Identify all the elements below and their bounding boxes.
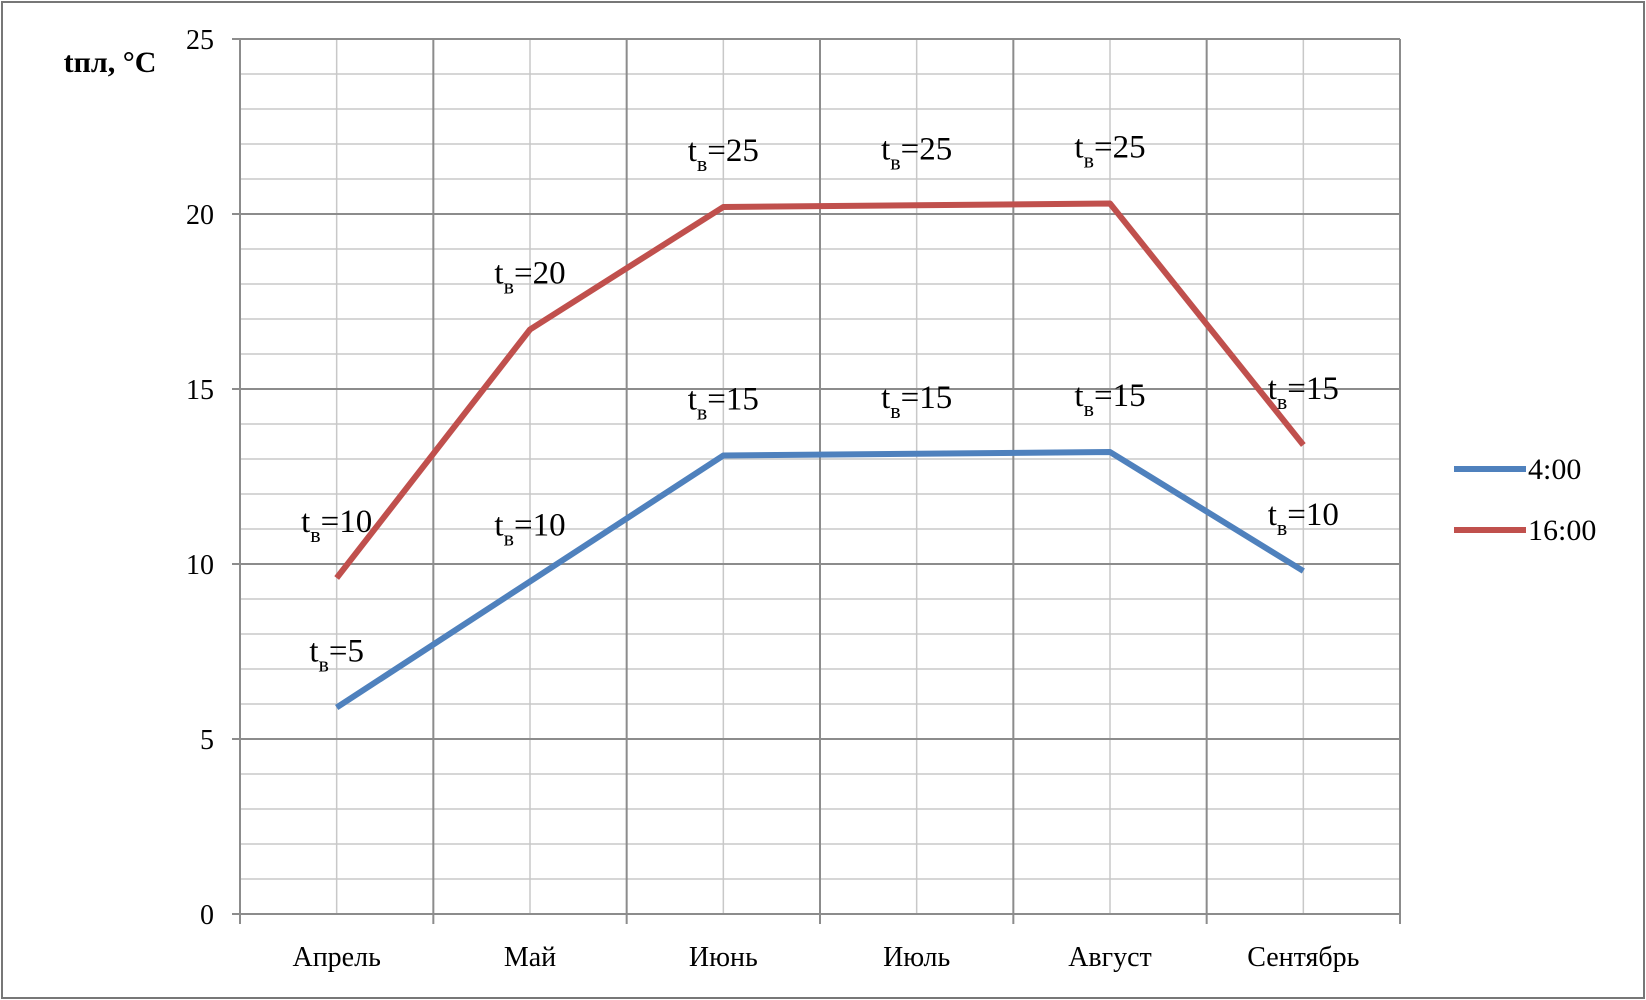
y-tick-label: 15 bbox=[186, 375, 214, 406]
legend-label: 4:00 bbox=[1528, 453, 1581, 486]
x-tick-label: Июнь bbox=[689, 942, 758, 973]
y-tick-label: 20 bbox=[186, 200, 214, 231]
point-label: tв=10 bbox=[301, 504, 372, 547]
point-label: tв=15 bbox=[881, 380, 952, 423]
series-line bbox=[334, 200, 1306, 580]
point-label: tв=25 bbox=[881, 131, 952, 174]
y-tick-label: 10 bbox=[186, 550, 214, 581]
y-tick-label: 25 bbox=[186, 25, 214, 56]
point-label: tв=10 bbox=[494, 508, 565, 551]
point-label: tв=25 bbox=[688, 133, 759, 176]
point-label: tв=10 bbox=[1268, 497, 1339, 540]
y-tick-label: 0 bbox=[200, 900, 214, 931]
x-tick-label: Сентябрь bbox=[1247, 942, 1359, 973]
x-tick-label: Июль bbox=[883, 942, 950, 973]
y-axis-label: tпл, °C bbox=[64, 46, 157, 79]
x-tick-label: Август bbox=[1068, 942, 1152, 973]
point-label: tв=5 bbox=[309, 634, 364, 677]
point-label: tв=25 bbox=[1074, 130, 1145, 173]
legend-label: 16:00 bbox=[1528, 514, 1596, 547]
point-label: tв=20 bbox=[494, 256, 565, 299]
series-line bbox=[335, 449, 1305, 711]
point-label: tв=15 bbox=[1268, 371, 1339, 414]
point-label: tв=15 bbox=[688, 382, 759, 425]
x-tick-label: Апрель bbox=[292, 942, 380, 973]
x-tick-label: Май bbox=[504, 942, 556, 973]
point-label: tв=15 bbox=[1074, 378, 1145, 421]
y-tick-label: 5 bbox=[200, 725, 214, 756]
